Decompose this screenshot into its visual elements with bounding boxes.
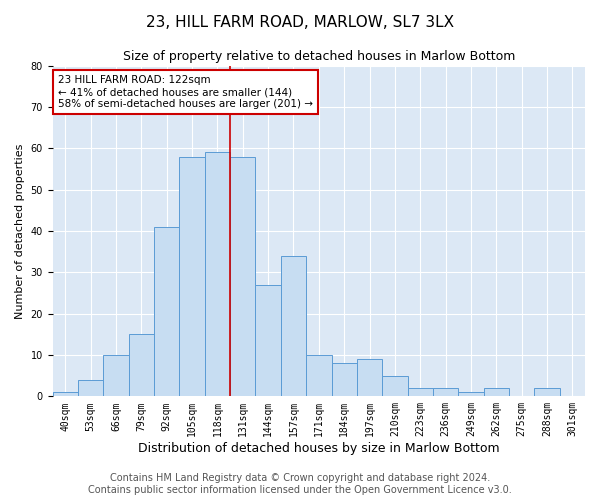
Bar (230, 156, 256, 396)
X-axis label: Distribution of detached houses by size in Marlow Bottom: Distribution of detached houses by size … (138, 442, 500, 455)
Bar (154, 227, 179, 396)
Y-axis label: Number of detached properties: Number of detached properties (15, 144, 25, 318)
Bar (382, 376, 407, 396)
Bar (205, 152, 230, 396)
Text: Contains HM Land Registry data © Crown copyright and database right 2024.
Contai: Contains HM Land Registry data © Crown c… (88, 474, 512, 495)
Bar (433, 388, 458, 396)
Bar (332, 364, 357, 396)
Text: 23 HILL FARM ROAD: 122sqm
← 41% of detached houses are smaller (144)
58% of semi: 23 HILL FARM ROAD: 122sqm ← 41% of detac… (58, 76, 313, 108)
Bar (179, 156, 205, 396)
Bar (484, 388, 509, 396)
Bar (53, 392, 78, 396)
Bar (103, 355, 129, 397)
Bar (407, 388, 433, 396)
Bar (129, 334, 154, 396)
Bar (256, 284, 281, 397)
Title: Size of property relative to detached houses in Marlow Bottom: Size of property relative to detached ho… (122, 50, 515, 63)
Bar (357, 359, 382, 397)
Bar (306, 355, 332, 397)
Bar (78, 380, 103, 396)
Bar (458, 392, 484, 396)
Bar (535, 388, 560, 396)
Bar (281, 256, 306, 396)
Text: 23, HILL FARM ROAD, MARLOW, SL7 3LX: 23, HILL FARM ROAD, MARLOW, SL7 3LX (146, 15, 454, 30)
